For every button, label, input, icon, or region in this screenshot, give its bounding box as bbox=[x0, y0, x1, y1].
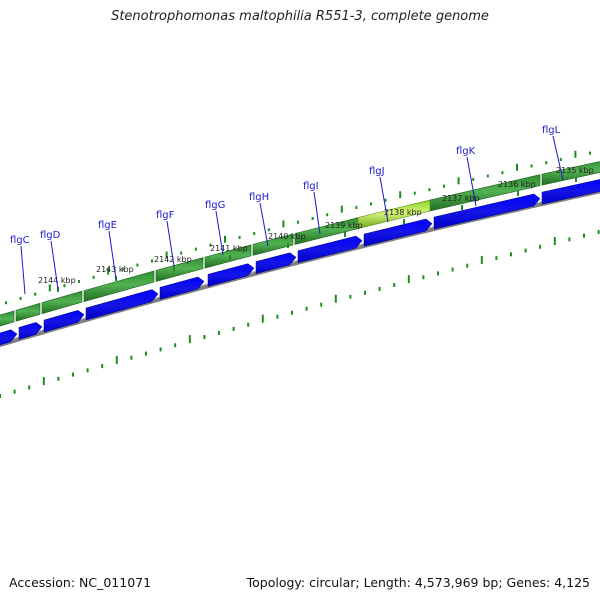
gene-arrow bbox=[433, 193, 541, 230]
gene-arrow bbox=[85, 289, 159, 321]
scale-label: 2137 kbp bbox=[442, 194, 480, 203]
gene-arrow bbox=[541, 179, 600, 205]
gene-arrow bbox=[207, 263, 255, 287]
gene-leader-line bbox=[20, 245, 26, 295]
gene-leader-line bbox=[466, 156, 477, 207]
gene-leader-line bbox=[552, 135, 564, 181]
map-title: Stenotrophomonas maltophilia R551-3, com… bbox=[111, 9, 489, 24]
cds-feature-block bbox=[15, 302, 41, 322]
genome-backbone bbox=[0, 189, 600, 348]
scale-label: 2135 kbp bbox=[556, 166, 594, 175]
gene-label-flgL: flgL bbox=[542, 125, 561, 136]
cds-feature-block bbox=[83, 270, 155, 303]
gene-arrow bbox=[43, 310, 85, 333]
gene-label-flgD: flgD bbox=[40, 230, 61, 241]
scale-label: 2138 kbp bbox=[384, 208, 422, 217]
gene-arrow bbox=[159, 276, 205, 300]
accession-label: Accession: NC_011071 bbox=[9, 575, 152, 590]
highlighted-feature-block bbox=[357, 199, 431, 229]
gene-label-flgH: flgH bbox=[249, 192, 269, 203]
gene-label-flgC: flgC bbox=[10, 235, 30, 246]
feature-layer bbox=[0, 161, 600, 346]
gene-leader-line bbox=[108, 230, 117, 280]
gene-arrow bbox=[18, 322, 43, 340]
cds-feature-block bbox=[252, 233, 294, 256]
genome-summary-label: Topology: circular; Length: 4,573,969 bp… bbox=[246, 575, 590, 590]
scale-label: 2139 kbp bbox=[325, 221, 363, 230]
gene-arrow bbox=[0, 329, 18, 346]
cds-feature-block bbox=[204, 244, 252, 269]
cds-feature-block bbox=[41, 290, 83, 315]
gene-leader-line bbox=[379, 176, 389, 223]
gene-label-flgF: flgF bbox=[156, 210, 175, 221]
scale-label: 2136 kbp bbox=[498, 180, 536, 189]
cds-feature-block bbox=[0, 310, 15, 327]
gene-label-flgE: flgE bbox=[98, 220, 117, 231]
gene-arrow bbox=[255, 252, 297, 274]
gene-label-flgI: flgI bbox=[303, 181, 319, 192]
gene-label-flgG: flgG bbox=[205, 200, 225, 211]
gene-leader-line bbox=[50, 240, 59, 290]
scale-label: 2141 kbp bbox=[210, 244, 248, 253]
gene-arrow bbox=[363, 218, 433, 247]
cds-feature-block bbox=[155, 257, 204, 282]
gene-label-flgJ: flgJ bbox=[369, 166, 385, 177]
gene-leader-line bbox=[259, 202, 269, 247]
gene-leader-line bbox=[166, 220, 175, 267]
tick-layer bbox=[0, 150, 600, 398]
scale-label: 2140 kbp bbox=[268, 232, 306, 241]
gene-label-flgK: flgK bbox=[456, 146, 476, 157]
gene-leader-line bbox=[215, 210, 224, 256]
gene-leader-line bbox=[313, 191, 321, 235]
cds-feature-block bbox=[541, 161, 600, 186]
gene-arrow bbox=[297, 235, 363, 264]
